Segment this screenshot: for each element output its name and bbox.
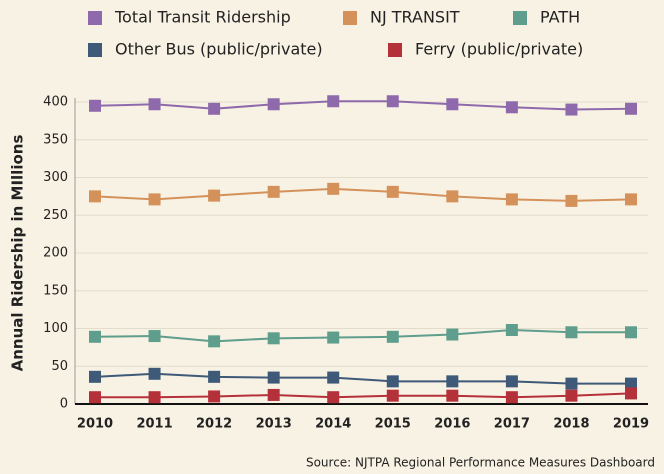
marker <box>148 98 161 111</box>
series-line <box>94 187 632 202</box>
x-tick-label: 2016 <box>434 417 470 432</box>
y-axis-label: Annual Ridership in MIllions <box>9 135 27 372</box>
y-tick-label: 250 <box>43 208 68 223</box>
marker <box>208 189 221 202</box>
legend-label: PATH <box>540 8 580 27</box>
series-line <box>94 100 632 111</box>
x-tick-label: 2010 <box>77 417 113 432</box>
marker <box>327 95 340 108</box>
marker <box>565 103 578 116</box>
marker <box>89 330 101 343</box>
legend-swatch <box>88 11 102 25</box>
marker <box>208 370 221 383</box>
marker <box>327 391 340 404</box>
marker <box>386 185 399 198</box>
y-tick-label: 300 <box>43 170 68 185</box>
marker <box>505 375 518 388</box>
marker <box>208 102 221 115</box>
legend-swatch <box>343 11 357 25</box>
legend-swatch <box>513 11 527 25</box>
marker <box>565 194 578 207</box>
marker <box>565 326 578 339</box>
marker <box>446 389 459 402</box>
x-tick-label: 2018 <box>553 417 589 432</box>
marker <box>208 390 221 403</box>
marker <box>89 391 101 404</box>
legend-label: NJ TRANSIT <box>370 8 460 27</box>
marker <box>327 182 340 195</box>
marker <box>148 391 161 404</box>
marker <box>386 95 399 108</box>
marker <box>386 389 399 402</box>
marker <box>446 98 459 111</box>
marker <box>89 190 101 203</box>
marker <box>327 371 340 384</box>
marker <box>89 99 101 112</box>
marker <box>446 190 459 203</box>
marker <box>625 326 637 339</box>
marker <box>565 377 578 390</box>
y-tick-label: 200 <box>43 246 68 261</box>
y-tick-label: 100 <box>43 321 68 336</box>
legend-label: Other Bus (public/private) <box>115 40 323 59</box>
x-tick-label: 2011 <box>136 417 172 432</box>
marker <box>267 371 280 384</box>
x-tick-label: 2013 <box>256 417 292 432</box>
marker <box>148 330 161 343</box>
marker <box>148 193 161 206</box>
x-tick-label: 2019 <box>613 417 649 432</box>
marker <box>505 391 518 404</box>
marker <box>327 331 340 344</box>
series-line <box>94 329 631 343</box>
source: Source: NJTPA Regional Performance Measu… <box>306 456 655 470</box>
x-tick-label: 2015 <box>375 417 411 432</box>
marker <box>267 388 280 401</box>
legend-swatch <box>88 43 102 57</box>
marker <box>505 193 518 206</box>
marker <box>625 193 637 206</box>
marker <box>565 389 578 402</box>
marker <box>208 335 221 348</box>
y-tick-label: 50 <box>51 359 68 374</box>
marker <box>267 185 280 198</box>
series-line <box>94 372 631 385</box>
marker <box>505 324 518 337</box>
marker <box>505 101 518 114</box>
y-tick-label: 0 <box>60 397 68 412</box>
marker <box>386 330 399 343</box>
y-tick-label: 400 <box>43 95 68 110</box>
marker <box>625 387 637 400</box>
marker <box>267 98 280 111</box>
marker <box>386 375 399 388</box>
marker <box>625 102 637 115</box>
marker <box>267 332 280 345</box>
series-line <box>95 392 632 399</box>
marker <box>446 328 459 341</box>
y-tick-label: 350 <box>43 132 68 147</box>
x-tick-label: 2014 <box>315 417 351 432</box>
marker <box>148 367 161 380</box>
legend-label: Ferry (public/private) <box>415 40 583 59</box>
marker <box>89 370 101 383</box>
x-tick-label: 2017 <box>494 417 530 432</box>
legend-swatch <box>388 43 402 57</box>
marker <box>625 377 637 390</box>
y-tick-label: 150 <box>43 283 68 298</box>
x-tick-label: 2012 <box>196 417 232 432</box>
legend-label: Total Transit Ridership <box>114 8 291 27</box>
marker <box>446 375 459 388</box>
